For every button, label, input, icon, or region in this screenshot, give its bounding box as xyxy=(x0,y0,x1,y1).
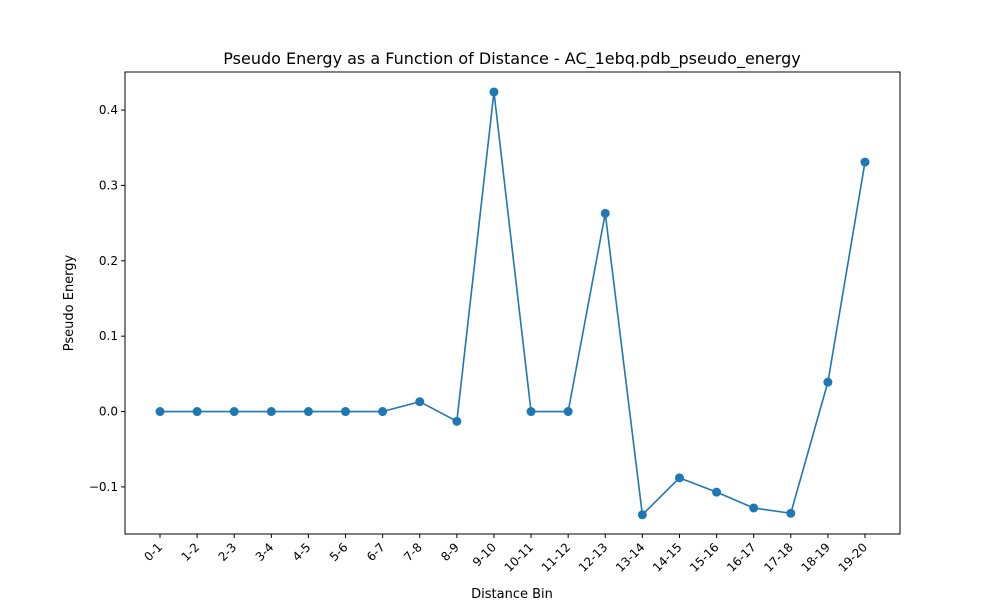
y-tick-label: −0.1 xyxy=(89,480,118,494)
data-point xyxy=(823,377,833,387)
y-tick-label: 0.3 xyxy=(99,178,118,192)
y-axis-label: Pseudo Energy xyxy=(62,254,77,351)
data-point xyxy=(229,407,239,417)
data-point xyxy=(415,397,425,407)
data-point xyxy=(489,87,499,97)
data-point xyxy=(712,487,722,497)
data-point xyxy=(341,407,351,417)
y-tick-label: 0.1 xyxy=(99,329,118,343)
data-point xyxy=(674,473,684,483)
series-line xyxy=(160,91,866,516)
data-point xyxy=(860,157,870,167)
x-axis-label: Distance Bin xyxy=(471,587,553,600)
data-point xyxy=(600,208,610,218)
data-point xyxy=(155,407,165,417)
y-tick-label: 0.4 xyxy=(99,103,118,117)
chart-title: Pseudo Energy as a Function of Distance … xyxy=(223,49,800,69)
data-point xyxy=(192,407,202,417)
data-point xyxy=(637,510,647,520)
data-point xyxy=(563,407,573,417)
plot-area xyxy=(124,71,901,535)
data-point xyxy=(378,407,388,417)
y-axis: −0.1 0.0 0.1 0.2 0.3 0.4 xyxy=(89,103,125,494)
data-point xyxy=(526,407,536,417)
data-point xyxy=(303,407,313,417)
data-point xyxy=(786,508,796,518)
y-tick-label: 0.0 xyxy=(99,405,118,419)
series-layer xyxy=(155,87,870,520)
y-tick-label: 0.2 xyxy=(99,254,118,268)
data-point xyxy=(266,407,276,417)
data-point xyxy=(749,503,759,513)
data-point xyxy=(452,416,462,426)
